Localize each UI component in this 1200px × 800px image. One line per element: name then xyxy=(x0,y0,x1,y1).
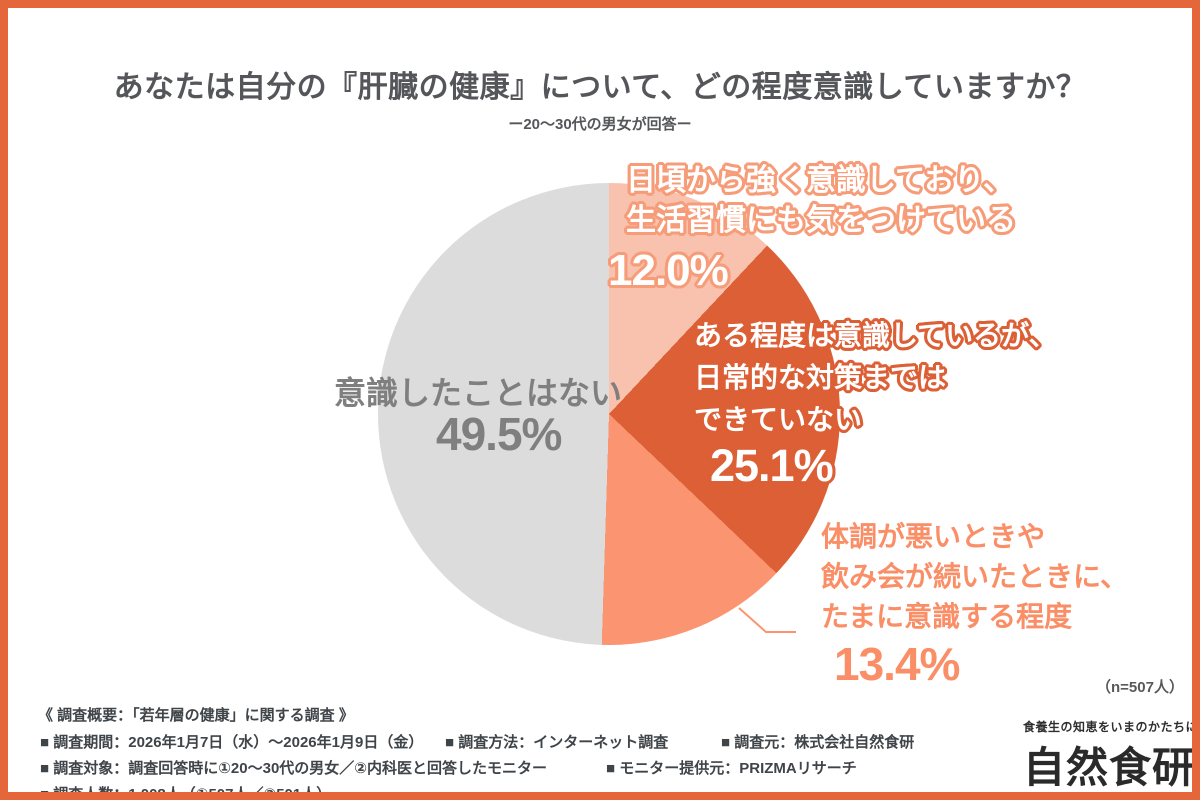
segment-label-strong-awareness: 日頃から強く意識しており、 生活習慣にも気をつけている xyxy=(626,161,1016,241)
segment-label-line: できていない xyxy=(694,404,863,435)
segment-label-occasional-awareness: 体調が悪いときや 飲み会が続いたときに、 たまに意識する程度 xyxy=(821,517,1128,637)
survey-monitor-provider: ■ モニター提供元：PRIZMAリサーチ xyxy=(606,760,857,777)
segment-value-never-aware: 49.5% xyxy=(436,408,562,460)
segment-label-line: 日頃から強く意識しており、 xyxy=(626,164,1013,197)
page-subtitle: ー20～30代の男女が回答ー xyxy=(508,116,692,133)
segment-label-line: ある程度は意識しているが、 xyxy=(694,320,1057,351)
pie-chart xyxy=(378,183,840,645)
company-logo: 自然食研 xyxy=(1022,744,1195,791)
survey-period: ■ 調査期間：2026年1月7日（水）～2026年1月9日（金） xyxy=(40,734,424,751)
survey-overview-heading: 《 調査概要：「若年層の健康」に関する調査 》 xyxy=(38,707,354,724)
segment-value-strong-awareness: 12.0% xyxy=(608,246,729,295)
segment-value-occasional-awareness: 13.4% xyxy=(834,638,960,690)
page-title: あなたは自分の『肝臓の健康』について、どの程度意識していますか？ xyxy=(113,71,1087,104)
survey-method: ■ 調査方法：インターネット調査 xyxy=(445,734,669,751)
segment-label-line: 日常的な対策までは xyxy=(694,362,947,393)
survey-respondents: ■ 調査人数：1,008人（①507人／②501人） xyxy=(40,786,332,800)
segment-label-never-aware: 意識したことはない xyxy=(334,375,623,411)
segment-label-line: 飲み会が続いたときに、 xyxy=(821,561,1129,592)
segment-label-line: 体調が悪いときや xyxy=(821,521,1046,552)
survey-target: ■ 調査対象：調査回答時に①20～30代の男女／②内科医と回答したモニター xyxy=(40,760,548,777)
sample-size-note: （n=507人） xyxy=(1096,679,1184,696)
segment-label-line: たまに意識する程度 xyxy=(821,601,1073,632)
segment-value-some-awareness: 25.1% xyxy=(710,440,834,491)
segment-label-line: 生活習慣にも気をつけている xyxy=(626,204,1016,237)
segment-label-some-awareness: ある程度は意識しているが、 日常的な対策までは できていない xyxy=(694,315,1057,441)
logo-tagline: 食養生の知恵をいまのかたちに xyxy=(1023,720,1199,734)
survey-source: ■ 調査元：株式会社自然食研 xyxy=(721,734,915,751)
